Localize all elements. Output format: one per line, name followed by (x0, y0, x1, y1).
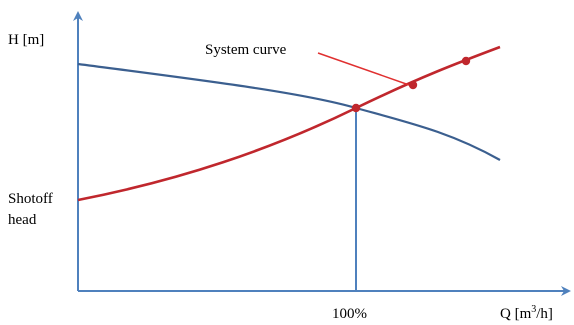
shutoff-head-label-line1: Shotoff (8, 191, 53, 207)
pump-curve (77, 62, 501, 161)
x-axis-label-base: Q [m (500, 306, 532, 322)
operating-point-label: 100% (332, 306, 367, 322)
system-curve-marker-2 (461, 56, 471, 66)
system-curve-callout-line (317, 52, 413, 87)
system-curve-marker-1 (408, 80, 418, 90)
x-axis-label: Q [m3/h] (500, 304, 553, 322)
y-axis-label: H [m] (8, 32, 44, 48)
x-axis-label-end: /h] (536, 306, 553, 322)
system-curve-label: System curve (205, 42, 287, 58)
operating-point-marker (351, 103, 361, 113)
x-axis-label-sup: 3 (531, 304, 536, 315)
shutoff-head-label-line2: head (8, 212, 37, 228)
system-curve (77, 45, 501, 202)
